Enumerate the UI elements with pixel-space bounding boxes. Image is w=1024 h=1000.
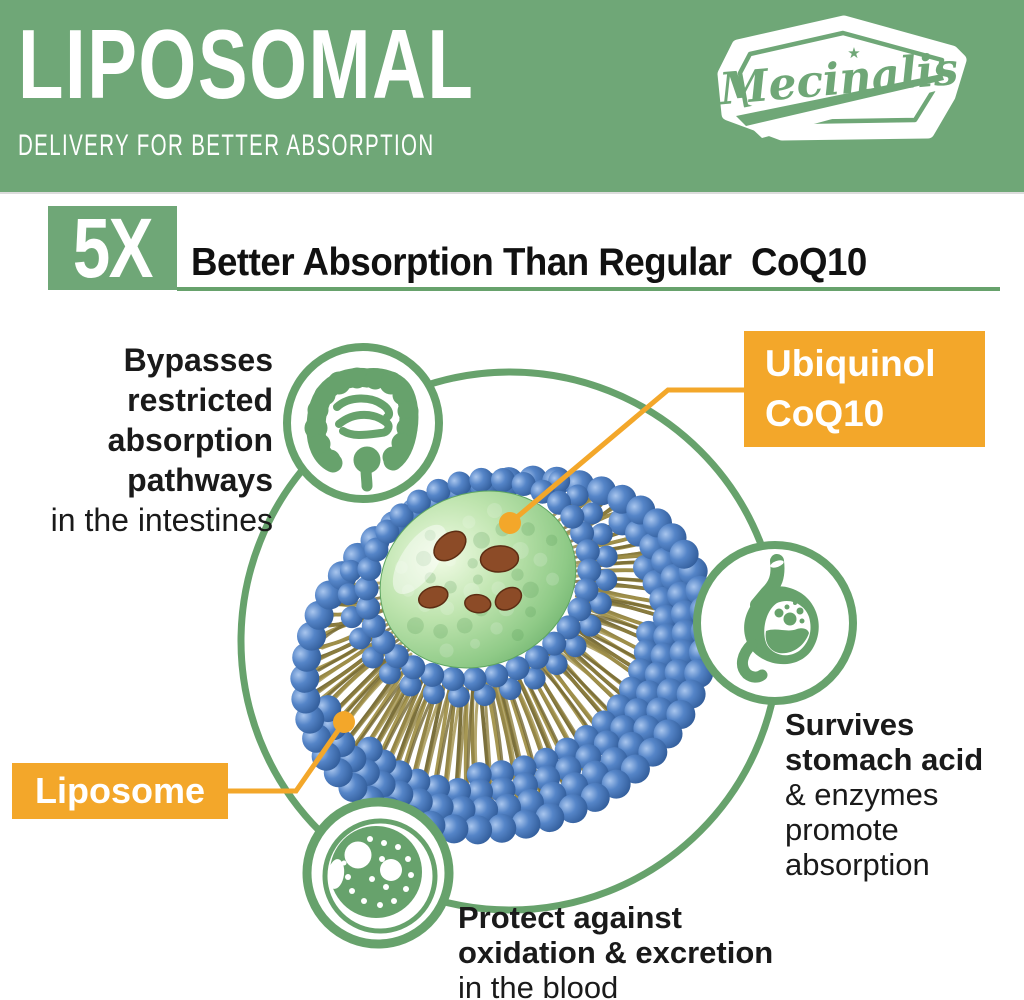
note-line: pathways <box>127 462 273 498</box>
star-icon: ★ <box>847 45 860 62</box>
liposome-label-text: Liposome <box>34 770 205 811</box>
note-line: oxidation & excretion <box>458 935 774 970</box>
ubiquinol-pointer-dot <box>499 512 521 534</box>
note-intestines: Bypasses restricted absorption pathways … <box>51 340 273 540</box>
stomach-icon <box>693 541 857 705</box>
note-line: Protect against <box>458 900 682 935</box>
note-blood: Protect against oxidation & excretion in… <box>458 900 773 1000</box>
callout-lines <box>228 387 744 794</box>
note-line: restricted <box>127 382 273 418</box>
multiplier-badge: 5X <box>48 201 177 295</box>
note-stomach: Survives stomach acid & enzymes promote … <box>785 707 983 882</box>
note-line: Bypasses <box>123 342 273 378</box>
claim-underline <box>177 287 1000 291</box>
mecinalis-logo: Mecinalis ★ <box>716 15 967 141</box>
ubiquinol-label-line1: Ubiquinol <box>765 343 936 384</box>
note-line: promote <box>785 812 899 847</box>
page-subtitle: DELIVERY FOR BETTER ABSORPTION <box>18 129 435 162</box>
header-banner: LIPOSOMAL DELIVERY FOR BETTER ABSORPTION… <box>0 0 1024 194</box>
note-line: absorption <box>107 422 273 458</box>
note-line: stomach acid <box>785 742 984 777</box>
page-title: LIPOSOMAL <box>18 9 475 119</box>
ubiquinol-label-line2: CoQ10 <box>765 393 885 434</box>
liposome-illustration <box>290 465 720 845</box>
header-text: LIPOSOMAL DELIVERY FOR BETTER ABSORPTION <box>18 15 481 163</box>
claim-heading: Better Absorption Than Regular CoQ10 <box>191 241 867 284</box>
note-line: absorption <box>785 847 930 882</box>
liposome-pointer-dot <box>333 711 355 733</box>
multiplier-value: 5X <box>73 200 154 295</box>
blood-cell-icon <box>302 797 454 949</box>
note-line: in the intestines <box>50 502 273 538</box>
liposome-label: Liposome <box>12 763 228 819</box>
intestines-icon <box>283 343 443 503</box>
note-line: & enzymes <box>785 777 939 812</box>
ubiquinol-label: Ubiquinol CoQ10 <box>744 331 985 447</box>
note-line: Survives <box>785 707 915 742</box>
note-line: in the blood <box>458 970 619 1000</box>
